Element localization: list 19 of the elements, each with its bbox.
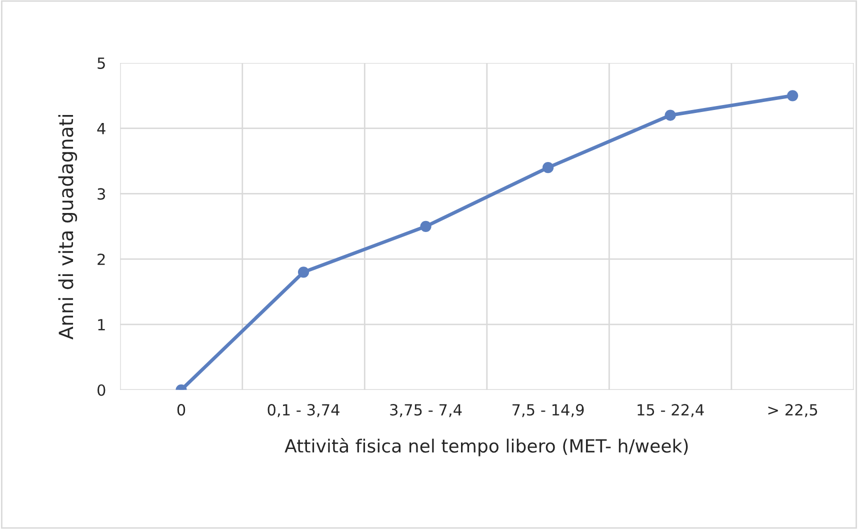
x-tick-label: 7,5 - 14,9 [512, 404, 584, 418]
x-tick-label: 3,75 - 7,4 [390, 404, 462, 418]
y-tick-label: 2 [98, 254, 105, 265]
y-axis-title: Anni di vita guadagnati [58, 114, 78, 340]
y-tick-label: 3 [98, 188, 106, 200]
y-tick-label: 0 [98, 384, 106, 396]
point [420, 220, 432, 232]
point [664, 110, 676, 121]
x-tick-label: > 22,5 [768, 404, 818, 418]
point [787, 90, 798, 102]
y-tick-label: 5 [98, 58, 105, 69]
x-tick-label: 0 [177, 404, 186, 416]
x-tick-label: 0,1 - 3,74 [268, 404, 340, 418]
point [542, 162, 554, 174]
x-axis-title: Attività fisica nel tempo libero (MET- h/week) [284, 438, 688, 456]
y-tick-label: 1 [98, 319, 105, 330]
y-tick-label: 4 [97, 123, 106, 134]
x-tick-label: 15 - 22,4 [638, 404, 704, 418]
point [298, 266, 310, 278]
